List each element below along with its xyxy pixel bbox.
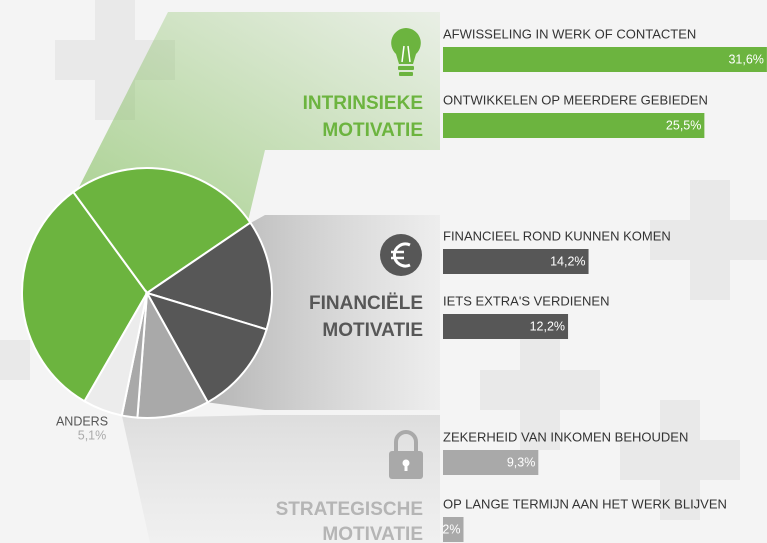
bar-category: OP LANGE TERMIJN AAN HET WERK BLIJVEN [443, 496, 727, 511]
bar-value: 25,5% [666, 118, 701, 132]
bar-value: 2% [442, 522, 460, 536]
bar-category: FINANCIEEL ROND KUNNEN KOMEN [443, 228, 671, 243]
background-crosses [0, 0, 767, 520]
pie-slice [144, 291, 268, 404]
other-value: 5,1% [78, 428, 107, 442]
group-title: STRATEGISCHE [276, 499, 423, 520]
group-title: FINANCIËLE [309, 293, 423, 314]
group-title: MOTIVATIE [322, 320, 423, 341]
bar-category: AFWISSELING IN WERK OF CONTACTEN [443, 26, 696, 41]
bar-value: 31,6% [728, 52, 763, 66]
euro-icon [380, 234, 422, 276]
callout-strategic [122, 415, 440, 543]
bar-category: ONTWIKKELEN OP MEERDERE GEBIEDEN [443, 92, 708, 107]
lock-icon [389, 430, 423, 479]
pie-slice [71, 167, 252, 295]
bulb-icon [391, 28, 421, 76]
group-title: MOTIVATIE [322, 120, 423, 141]
pie-slice [21, 190, 149, 403]
bar-category: ZEKERHEID VAN INKOMEN BEHOUDEN [443, 429, 688, 444]
bar-category: IETS EXTRA'S VERDIENEN [443, 293, 609, 308]
bar [443, 314, 569, 339]
bar [443, 47, 767, 72]
bar [443, 517, 464, 542]
bar [443, 113, 705, 138]
group-title: MOTIVATIE [322, 524, 423, 543]
pie-slice [83, 292, 148, 417]
bar-value: 12,2% [530, 319, 565, 333]
other-label: ANDERS [56, 414, 108, 428]
bar [443, 249, 589, 274]
group-title: INTRINSIEKE [303, 93, 423, 114]
pie-slice [144, 221, 273, 331]
bar-value: 9,3% [507, 455, 536, 469]
bar [443, 450, 539, 475]
bar-value: 14,2% [550, 254, 585, 268]
